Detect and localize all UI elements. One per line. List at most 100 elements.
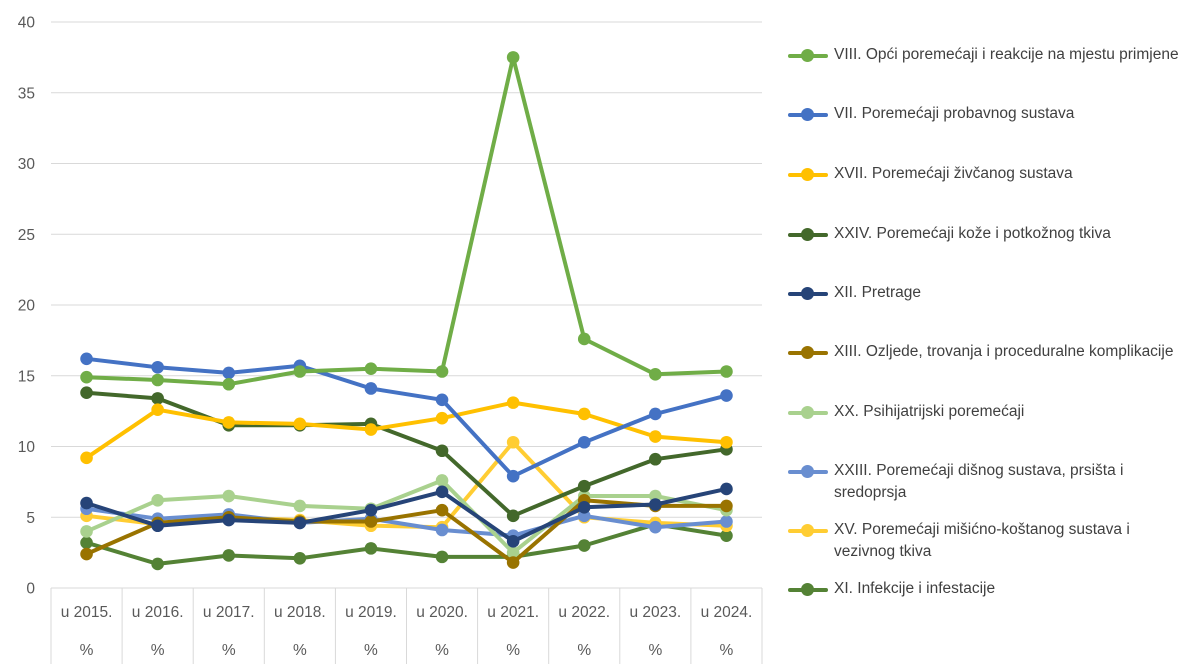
data-point bbox=[577, 501, 591, 514]
legend-marker bbox=[786, 402, 834, 422]
data-point bbox=[80, 536, 93, 550]
data-point bbox=[364, 382, 378, 395]
legend-item: VII. Poremećaji probavnog sustava bbox=[786, 104, 1184, 125]
data-point bbox=[577, 479, 591, 493]
x-tick-sublabel: % bbox=[222, 642, 236, 659]
y-tick-label: 25 bbox=[18, 227, 35, 244]
series-line bbox=[84, 478, 729, 555]
data-point bbox=[506, 556, 520, 569]
data-point bbox=[506, 535, 520, 548]
legend-label: XX. Psihijatrijski poremećaji bbox=[834, 403, 1025, 420]
legend-label: XV. Poremećaji mišićno-koštanog sustava … bbox=[834, 521, 1130, 560]
y-tick-label: 30 bbox=[18, 156, 36, 173]
line-chart: 0 5 10 15 20 25 30 35 40 u 2015.% u 2016.% u 2017.%… bbox=[18, 15, 763, 664]
x-tick-sublabel: % bbox=[506, 642, 520, 659]
data-point bbox=[293, 417, 307, 431]
series-line bbox=[84, 506, 729, 538]
y-tick-label: 0 bbox=[26, 581, 35, 598]
series-1 bbox=[80, 51, 733, 391]
data-point bbox=[80, 352, 93, 366]
legend-item: XXIII. Poremećaji dišnog sustava, prsišt… bbox=[786, 461, 1184, 504]
data-point bbox=[80, 525, 93, 538]
x-tick-label: u 2019. bbox=[345, 604, 397, 621]
series-group bbox=[80, 51, 733, 571]
data-point bbox=[577, 332, 591, 346]
legend-marker bbox=[786, 520, 834, 540]
legend-marker bbox=[786, 342, 834, 362]
data-point bbox=[151, 493, 164, 507]
data-point bbox=[151, 360, 164, 374]
data-point bbox=[649, 430, 662, 443]
series-line bbox=[84, 522, 729, 566]
legend-marker bbox=[786, 579, 834, 599]
series-line bbox=[84, 356, 729, 479]
x-tick-label: u 2017. bbox=[203, 604, 255, 621]
y-tick-label: 35 bbox=[18, 85, 35, 102]
x-tick-label: u 2023. bbox=[629, 604, 681, 621]
data-point bbox=[649, 452, 662, 466]
x-tick-sublabel: % bbox=[577, 642, 591, 659]
data-point bbox=[293, 365, 307, 378]
series-7 bbox=[80, 474, 733, 559]
data-point bbox=[151, 557, 164, 571]
y-tick-label: 15 bbox=[18, 368, 35, 385]
data-point bbox=[151, 373, 164, 387]
legend-item: XX. Psihijatrijski poremećaji bbox=[786, 402, 1184, 423]
data-point bbox=[364, 423, 378, 436]
y-tick-label: 40 bbox=[18, 15, 36, 32]
legend-marker bbox=[786, 224, 834, 244]
legend-marker bbox=[786, 283, 834, 303]
data-point bbox=[506, 469, 520, 483]
series-5 bbox=[80, 482, 733, 548]
data-point bbox=[80, 496, 93, 510]
data-point bbox=[577, 435, 591, 449]
data-point bbox=[222, 513, 236, 527]
data-point bbox=[720, 389, 733, 402]
x-tick-label: u 2020. bbox=[416, 604, 468, 621]
series-line bbox=[84, 498, 729, 565]
data-point bbox=[364, 503, 378, 517]
legend-item: XXIV. Poremećaji kože i potkožnog tkiva bbox=[786, 224, 1184, 245]
series-line bbox=[84, 486, 729, 544]
x-tick-label: u 2016. bbox=[132, 604, 184, 621]
y-tick-label: 5 bbox=[26, 510, 35, 527]
data-point bbox=[293, 516, 307, 530]
data-point bbox=[649, 368, 662, 381]
data-point bbox=[151, 403, 164, 417]
data-point bbox=[435, 411, 449, 425]
data-point bbox=[293, 499, 307, 513]
series-line bbox=[84, 55, 729, 387]
data-point bbox=[151, 519, 164, 533]
data-point bbox=[649, 520, 662, 534]
x-tick-label: u 2021. bbox=[487, 604, 539, 621]
x-tick-sublabel: % bbox=[80, 642, 94, 659]
legend-item: XI. Infekcije i infestacije bbox=[786, 579, 1184, 600]
data-point bbox=[577, 407, 591, 421]
legend-label: XVII. Poremećaji živčanog sustava bbox=[834, 165, 1073, 182]
data-point bbox=[720, 499, 733, 513]
legend-label: VIII. Opći poremećaji i reakcije na mjes… bbox=[834, 46, 1179, 63]
legend-item: XV. Poremećaji mišićno-koštanog sustava … bbox=[786, 520, 1184, 563]
data-point bbox=[649, 498, 662, 511]
series-2 bbox=[80, 352, 733, 483]
data-point bbox=[80, 386, 93, 400]
legend-item: XIII. Ozljede, trovanja i proceduralne k… bbox=[786, 342, 1184, 363]
y-tick-label: 10 bbox=[18, 439, 36, 456]
data-point bbox=[720, 435, 733, 449]
legend-marker bbox=[786, 461, 834, 481]
legend-label: XXIII. Poremećaji dišnog sustava, prsišt… bbox=[834, 462, 1124, 501]
series-3 bbox=[80, 396, 733, 465]
legend-label: XXIV. Poremećaji kože i potkožnog tkiva bbox=[834, 225, 1111, 242]
data-point bbox=[720, 515, 733, 528]
data-point bbox=[80, 370, 93, 384]
data-point bbox=[720, 529, 733, 542]
x-tick-sublabel: % bbox=[151, 642, 165, 659]
x-tick-label: u 2018. bbox=[274, 604, 326, 621]
data-point bbox=[577, 539, 591, 552]
x-tick-sublabel: % bbox=[648, 642, 662, 659]
legend-label: XI. Infekcije i infestacije bbox=[834, 580, 996, 597]
data-point bbox=[435, 365, 449, 378]
data-point bbox=[435, 444, 449, 458]
legend-item: XVII. Poremećaji živčanog sustava bbox=[786, 164, 1184, 185]
series-line bbox=[84, 390, 729, 518]
